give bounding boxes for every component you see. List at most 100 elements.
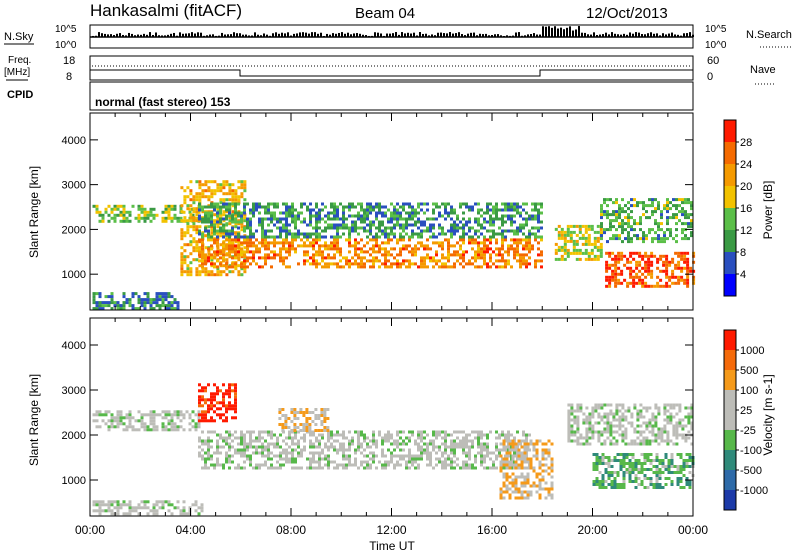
echo-cell (198, 389, 201, 393)
echo-cell (692, 278, 696, 282)
echo-cell (660, 228, 663, 232)
echo-cell (309, 220, 312, 224)
echo-cell (237, 238, 240, 242)
echo-cell (297, 445, 300, 449)
echo-cell (219, 250, 222, 254)
echo-cell (303, 448, 306, 452)
echo-cell (330, 247, 333, 251)
echo-cell (213, 208, 216, 212)
echo-cell (225, 262, 228, 266)
echo-cell (636, 415, 640, 419)
echo-cell (656, 281, 660, 285)
echo-cell (525, 223, 528, 227)
echo-cell (684, 424, 688, 428)
echo-cell (441, 241, 444, 245)
echo-cell (642, 237, 645, 241)
echo-cell (618, 415, 622, 419)
nsky-bar (323, 35, 325, 37)
echo-cell (282, 244, 285, 248)
echo-cell (483, 256, 486, 260)
echo-cell (381, 232, 384, 236)
echo-cell (517, 487, 521, 491)
echo-cell (678, 198, 681, 202)
echo-cell (468, 463, 471, 467)
echo-cell (465, 205, 468, 209)
echo-cell (390, 253, 393, 257)
echo-cell (508, 442, 512, 446)
echo-cell (110, 422, 114, 426)
echo-cell (498, 250, 501, 254)
echo-cell (330, 445, 333, 449)
echo-cell (615, 412, 619, 416)
echo-cell (149, 413, 153, 417)
echo-cell (623, 278, 627, 282)
echo-cell (195, 243, 199, 247)
echo-cell (312, 445, 315, 449)
echo-cell (567, 436, 571, 440)
echo-cell (599, 254, 603, 258)
echo-cell (279, 454, 282, 458)
echo-cell (285, 442, 288, 446)
echo-cell (609, 225, 612, 229)
echo-cell (606, 240, 609, 244)
echo-cell (541, 463, 545, 467)
echo-cell (189, 192, 193, 196)
echo-cell (459, 262, 462, 266)
echo-cell (288, 247, 291, 251)
echo-cell (179, 512, 183, 516)
echo-cell (351, 244, 354, 248)
nsky-bar (122, 34, 124, 37)
echo-cell (384, 439, 387, 443)
echo-cell (619, 462, 623, 465)
echo-cell (411, 433, 414, 437)
echo-cell (501, 229, 504, 233)
echo-cell (366, 202, 369, 206)
echo-cell (417, 454, 420, 458)
echo-cell (596, 257, 600, 261)
echo-cell (417, 448, 420, 452)
echo-cell (309, 439, 312, 443)
echo-cell (201, 419, 204, 423)
echo-cell (432, 223, 435, 227)
echo-cell (607, 459, 611, 462)
echo-cell (140, 413, 144, 417)
echo-cell (279, 451, 282, 455)
echo-cell (228, 216, 232, 220)
echo-cell (682, 465, 686, 468)
echo-cell (669, 234, 672, 238)
echo-cell (606, 204, 609, 208)
echo-cell (285, 256, 288, 260)
echo-cell (152, 416, 156, 420)
echo-cell (336, 250, 339, 254)
echo-cell (604, 471, 608, 474)
nsky-bar (692, 34, 694, 37)
echo-cell (207, 186, 211, 190)
echo-cell (399, 463, 402, 467)
echo-cell (258, 433, 261, 437)
echo-cell (149, 416, 153, 420)
echo-cell (672, 442, 676, 446)
echo-cell (468, 229, 471, 233)
nsky-bar (614, 33, 616, 37)
echo-cell (414, 457, 417, 461)
echo-cell (351, 262, 354, 266)
echo-cell (596, 224, 600, 228)
echo-cell (270, 229, 273, 233)
echo-cell (411, 454, 414, 458)
echo-cell (501, 241, 504, 245)
echo-cell (161, 425, 165, 429)
echo-cell (243, 180, 247, 184)
echo-cell (563, 248, 567, 252)
echo-cell (312, 214, 315, 218)
echo-cell (630, 415, 634, 419)
echo-cell (687, 418, 691, 422)
echo-cell (669, 201, 672, 205)
echo-cell (128, 210, 132, 214)
nsky-bar (668, 33, 670, 37)
echo-cell (468, 208, 471, 212)
echo-cell (608, 278, 612, 282)
echo-cell (189, 219, 193, 223)
echo-cell (113, 301, 117, 305)
echo-cell (665, 284, 669, 288)
echo-cell (513, 205, 516, 209)
